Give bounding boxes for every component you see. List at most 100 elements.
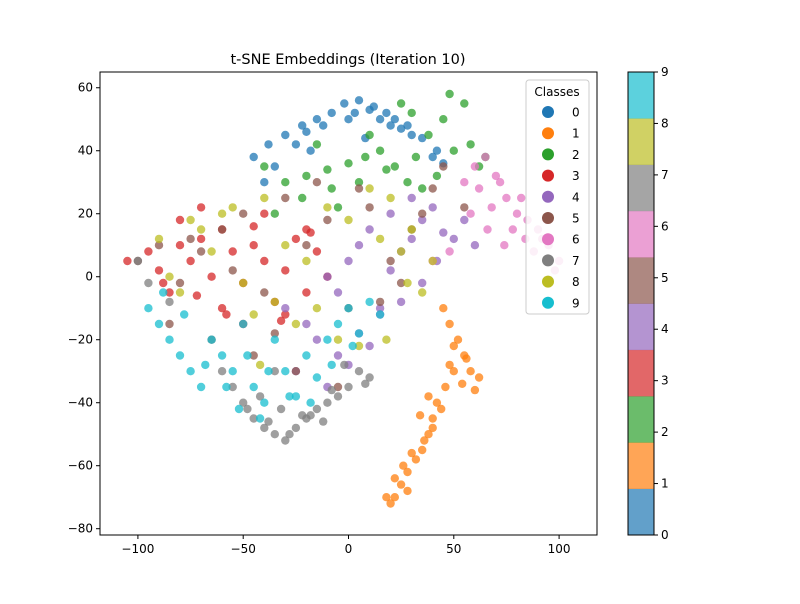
- point-class-0: [319, 121, 328, 130]
- point-class-5: [196, 247, 206, 256]
- legend: Classes 0 1 2 3 4 5 6 7 8 9: [525, 79, 590, 315]
- point-class-5: [428, 184, 437, 193]
- point-class-8: [207, 247, 216, 256]
- point-class-6: [470, 162, 480, 171]
- point-class-2: [344, 159, 353, 168]
- point-class-8: [403, 278, 412, 288]
- point-class-3: [281, 310, 290, 319]
- point-class-8: [418, 288, 427, 297]
- point-class-3: [192, 291, 202, 300]
- colorbar-segment-2: [628, 396, 654, 443]
- point-class-1: [428, 423, 437, 433]
- point-class-8: [428, 256, 437, 266]
- point-class-0: [281, 130, 290, 140]
- point-class-8: [312, 304, 322, 313]
- point-class-5: [239, 209, 248, 218]
- point-class-9: [375, 310, 385, 319]
- point-class-9: [327, 360, 336, 370]
- point-class-9: [180, 310, 189, 319]
- point-class-1: [386, 499, 395, 508]
- series-7: [133, 256, 374, 445]
- point-class-0: [260, 178, 269, 187]
- y-tick-label: −20: [68, 333, 93, 347]
- point-class-0: [396, 124, 406, 133]
- point-class-2: [302, 171, 311, 181]
- point-class-8: [228, 203, 237, 212]
- point-class-1: [415, 411, 425, 420]
- legend-marker-7: [542, 254, 554, 267]
- point-class-0: [418, 133, 427, 143]
- point-class-8: [154, 234, 164, 244]
- point-class-5: [175, 278, 185, 288]
- point-class-6: [495, 178, 505, 187]
- point-class-5: [291, 367, 301, 376]
- colorbar-segment-7: [628, 164, 654, 212]
- point-class-6: [483, 225, 492, 234]
- point-class-3: [260, 256, 269, 266]
- point-class-8: [186, 215, 195, 225]
- point-class-9: [154, 319, 164, 329]
- point-class-8: [375, 234, 385, 244]
- legend-title: Classes: [534, 85, 579, 99]
- point-class-8: [344, 215, 353, 225]
- point-class-1: [418, 445, 427, 455]
- point-class-7: [354, 367, 364, 376]
- point-class-5: [323, 215, 332, 225]
- point-class-9: [234, 404, 244, 414]
- point-class-7: [344, 382, 353, 392]
- y-tick-label: 0: [85, 270, 93, 284]
- point-class-0: [312, 115, 322, 124]
- point-class-1: [432, 398, 442, 407]
- point-class-8: [407, 225, 416, 234]
- point-class-4: [365, 225, 374, 234]
- point-class-8: [239, 278, 248, 288]
- points-layer: [123, 89, 564, 508]
- point-class-8: [323, 203, 332, 212]
- y-tick-label: −80: [68, 522, 93, 536]
- point-class-6: [508, 225, 517, 234]
- x-tick-label: −100: [121, 542, 154, 556]
- point-class-9: [312, 373, 322, 382]
- point-class-3: [306, 228, 315, 237]
- point-class-9: [175, 351, 185, 360]
- legend-label: 7: [572, 254, 580, 268]
- point-class-7: [340, 360, 349, 370]
- colorbar-segment-9: [628, 72, 654, 119]
- point-class-7: [243, 404, 252, 414]
- point-class-0: [340, 99, 349, 108]
- point-class-1: [411, 455, 421, 464]
- point-class-8: [354, 341, 364, 351]
- point-class-4: [333, 351, 343, 360]
- point-class-3: [165, 288, 174, 297]
- point-class-3: [186, 256, 195, 266]
- point-class-4: [386, 266, 395, 275]
- point-class-9: [186, 367, 195, 376]
- point-class-3: [281, 266, 290, 275]
- point-class-2: [432, 171, 442, 181]
- series-3: [123, 203, 332, 329]
- point-class-2: [375, 146, 385, 155]
- point-class-1: [462, 354, 471, 363]
- point-class-4: [323, 272, 332, 281]
- point-class-4: [418, 278, 427, 288]
- point-class-6: [491, 171, 501, 181]
- point-class-7: [319, 417, 328, 426]
- legend-marker-6: [542, 233, 554, 246]
- colorbar-tick-label: 3: [661, 374, 669, 388]
- point-class-5: [386, 256, 395, 266]
- point-class-2: [354, 178, 364, 187]
- point-class-1: [474, 373, 484, 382]
- point-class-0: [407, 130, 416, 140]
- point-class-2: [403, 178, 412, 187]
- point-class-8: [175, 288, 185, 297]
- legend-marker-4: [542, 190, 554, 203]
- point-class-4: [407, 193, 416, 203]
- legend-marker-1: [542, 127, 554, 140]
- point-class-0: [291, 140, 301, 149]
- point-class-1: [437, 404, 446, 414]
- point-class-2: [260, 162, 269, 171]
- point-class-1: [396, 480, 406, 489]
- legend-box: [525, 79, 590, 315]
- point-class-2: [327, 184, 336, 193]
